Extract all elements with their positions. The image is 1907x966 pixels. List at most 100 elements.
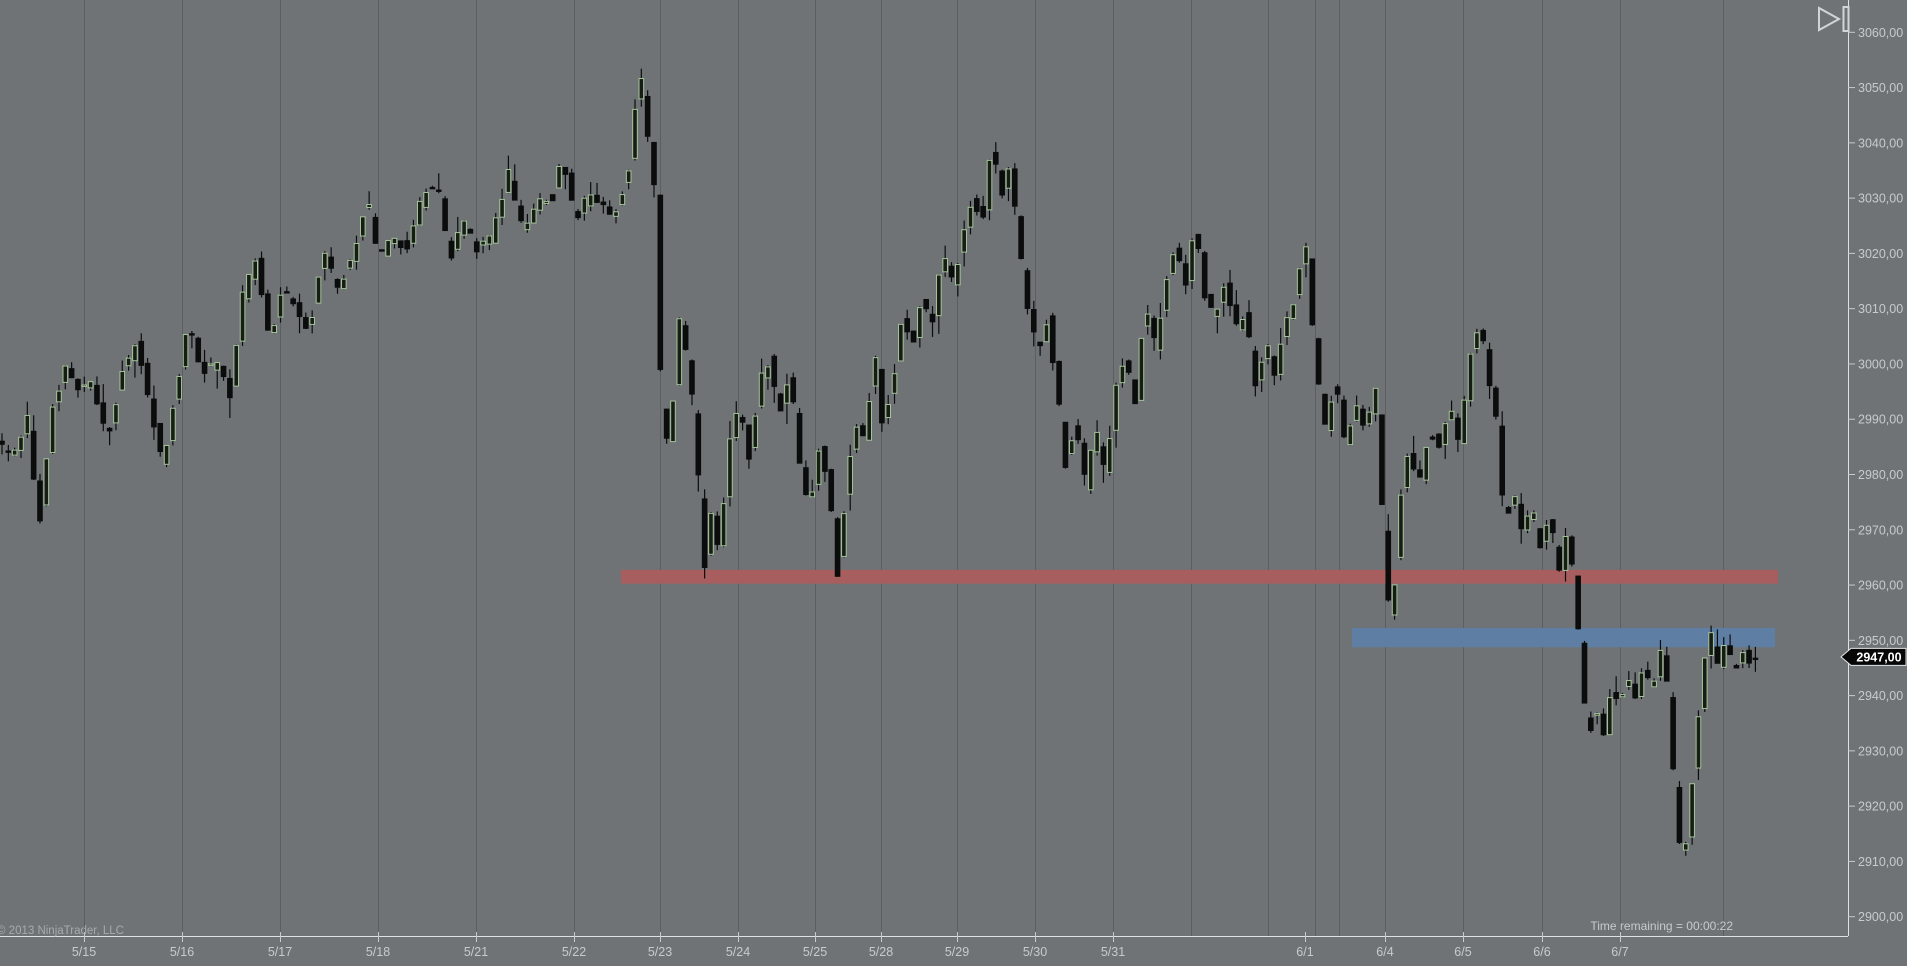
price-tick-label: 2930,00 (1858, 744, 1903, 758)
candle (1714, 646, 1721, 664)
candle (1676, 786, 1683, 843)
last-price-marker: 2947,00 (1840, 647, 1907, 666)
candle (258, 257, 265, 296)
step-forward-icon[interactable] (1818, 6, 1850, 32)
candle (5, 450, 12, 453)
candle (993, 151, 999, 165)
date-tick-label: 5/30 (1023, 945, 1047, 959)
candle (1645, 669, 1651, 679)
candle (1670, 697, 1676, 770)
candle (322, 252, 328, 269)
candle (676, 318, 683, 386)
candle (1024, 270, 1031, 309)
candle (1246, 312, 1252, 338)
candle (1404, 455, 1411, 489)
candle (290, 298, 296, 305)
candle (1550, 519, 1556, 534)
candle (1227, 282, 1233, 307)
candle (885, 404, 892, 419)
candle (923, 298, 929, 310)
candle (1239, 319, 1246, 331)
candle (771, 355, 778, 387)
candle (1334, 386, 1341, 395)
date-tick-label: 5/16 (170, 945, 194, 959)
date-tick-label: 5/17 (268, 945, 292, 959)
candle (454, 232, 461, 250)
candle (347, 259, 353, 269)
candle (784, 384, 790, 404)
candle (663, 408, 670, 439)
candle (492, 217, 499, 244)
candle (1594, 713, 1600, 716)
resistance-zone[interactable] (621, 569, 1778, 584)
price-tick-label: 3050,00 (1858, 81, 1903, 95)
candle (499, 198, 505, 218)
candle (948, 265, 955, 278)
candle (1366, 411, 1373, 425)
candle (1626, 680, 1632, 687)
drawing-zones[interactable] (621, 569, 1778, 648)
candle (1423, 446, 1430, 481)
date-tick-label: 5/18 (366, 945, 390, 959)
date-tick-label: 5/21 (464, 945, 488, 959)
candle (1347, 425, 1354, 446)
candle (220, 365, 227, 378)
candle (777, 393, 784, 412)
candle (1556, 546, 1562, 571)
candle (1657, 649, 1664, 678)
price-tick-label: 3030,00 (1858, 192, 1903, 206)
price-axis[interactable]: 3060,00 3050,00 3040,00 3030,00 3020,00 3010,… (1848, 0, 1903, 936)
candle (1144, 313, 1151, 327)
candle (898, 323, 904, 362)
support-zone[interactable] (1352, 627, 1775, 648)
candle (144, 362, 151, 396)
date-tick-label: 5/29 (945, 945, 969, 959)
candle (1727, 645, 1733, 656)
candle (1252, 350, 1259, 387)
candle (81, 384, 88, 387)
candle (1309, 258, 1316, 326)
candle (1733, 665, 1740, 669)
candle (1341, 399, 1347, 438)
candle (790, 377, 797, 403)
last-price-marker-shape (1840, 647, 1907, 666)
candle (113, 404, 119, 424)
price-tick-label: 2970,00 (1858, 523, 1903, 537)
candle (625, 170, 632, 183)
candle (518, 205, 524, 222)
candle (860, 425, 866, 437)
candle (284, 291, 290, 294)
candle (1258, 361, 1265, 381)
candle (1663, 655, 1670, 682)
candle (1062, 421, 1069, 468)
candle (1448, 410, 1455, 421)
session-gridlines (84, 0, 1724, 936)
candle (644, 95, 651, 137)
candle (1436, 433, 1442, 448)
candle (353, 242, 360, 262)
time-axis[interactable]: 5/15 5/16 5/17 5/18 5/21 5/22 5/23 5/24 5/25 5/28… (0, 932, 1848, 959)
candle (581, 197, 588, 214)
candle (461, 220, 467, 236)
date-tick-label: 5/24 (726, 945, 750, 959)
candle (100, 402, 107, 424)
replay-time-remaining: Time remaining = 00:00:22 (1590, 919, 1733, 933)
candle (1303, 246, 1309, 265)
price-tick-label: 2920,00 (1858, 800, 1903, 814)
candle (397, 240, 404, 248)
date-tick-label: 6/5 (1454, 945, 1471, 959)
candle (701, 498, 708, 569)
candle (822, 446, 828, 472)
candle (866, 401, 873, 441)
candle (1189, 240, 1195, 282)
candle (1296, 268, 1303, 296)
candle (277, 294, 284, 318)
candle (151, 398, 157, 428)
price-tick-label: 3000,00 (1858, 357, 1903, 371)
candle (170, 407, 176, 442)
date-tick-label: 6/6 (1533, 945, 1550, 959)
candle (1455, 417, 1461, 440)
candle (379, 249, 385, 252)
candle (0, 440, 5, 445)
